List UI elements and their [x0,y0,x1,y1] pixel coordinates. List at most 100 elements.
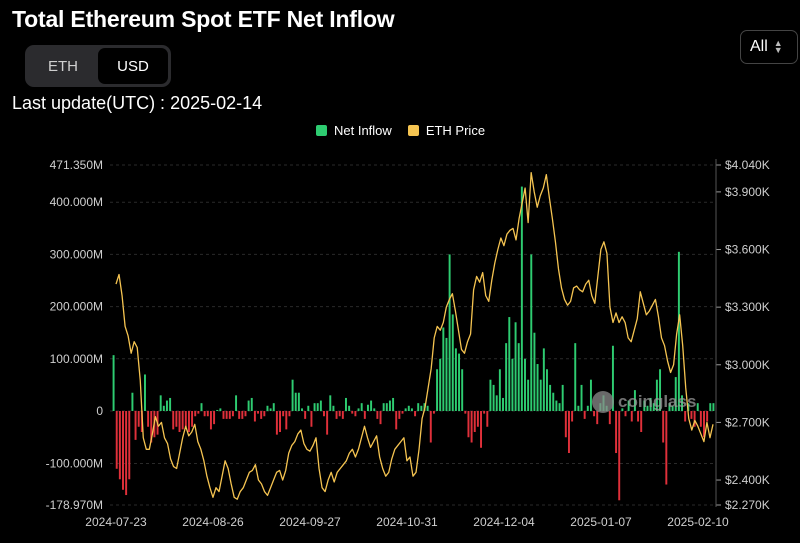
inflow-bar[interactable] [379,411,382,425]
inflow-bar[interactable] [388,400,391,411]
eth-price-line[interactable] [115,172,714,500]
inflow-bar[interactable] [480,411,482,448]
inflow-bar[interactable] [467,411,470,438]
inflow-bar[interactable] [373,408,376,411]
inflow-bar[interactable] [684,411,687,422]
inflow-bar[interactable] [247,400,250,411]
inflow-bar[interactable] [279,411,281,433]
inflow-bar[interactable] [150,411,153,443]
inflow-bar[interactable] [323,411,325,417]
inflow-bar[interactable] [260,411,263,419]
inflow-bar[interactable] [495,395,498,411]
inflow-bar[interactable] [184,411,187,427]
inflow-bar[interactable] [219,408,222,411]
inflow-bar[interactable] [442,327,445,412]
inflow-bar[interactable] [630,411,633,422]
inflow-bar[interactable] [191,411,194,427]
inflow-bar[interactable] [520,186,523,411]
inflow-bar[interactable] [502,397,504,411]
inflow-bar[interactable] [332,405,335,411]
inflow-bar[interactable] [294,392,297,411]
inflow-bar[interactable] [131,392,134,411]
inflow-bar[interactable] [574,343,577,411]
inflow-bar[interactable] [144,374,146,411]
inflow-bar[interactable] [448,254,451,411]
inflow-bar[interactable] [194,411,197,417]
inflow-bar[interactable] [498,369,501,411]
inflow-bar[interactable] [511,358,514,411]
inflow-bar[interactable] [272,403,275,411]
inflow-bar[interactable] [693,411,696,427]
inflow-bar[interactable] [366,404,369,411]
inflow-bar[interactable] [699,411,702,427]
inflow-bar[interactable] [643,400,646,411]
inflow-bar[interactable] [263,411,266,417]
inflow-bar[interactable] [589,379,592,411]
inflow-bar[interactable] [165,400,168,411]
inflow-bar[interactable] [169,397,172,411]
inflow-bar[interactable] [458,353,461,411]
inflow-bar[interactable] [404,408,407,411]
inflow-bar[interactable] [712,403,715,411]
inflow-bar[interactable] [241,411,244,419]
inflow-bar[interactable] [147,411,150,427]
inflow-bar[interactable] [197,411,200,414]
inflow-bar[interactable] [282,411,285,417]
inflow-bar[interactable] [222,411,225,419]
inflow-bar[interactable] [370,400,373,411]
inflow-bar[interactable] [555,400,558,411]
inflow-bar[interactable] [329,395,332,411]
inflow-bar[interactable] [285,411,288,430]
inflow-bar[interactable] [640,411,643,433]
inflow-bar[interactable] [530,254,533,411]
inflow-bar[interactable] [586,405,589,411]
inflow-bar[interactable] [652,403,655,411]
inflow-bar[interactable] [307,405,310,411]
inflow-bar[interactable] [118,411,121,480]
inflow-bar[interactable] [250,397,253,411]
time-range-select[interactable]: All ▲ ▼ [740,30,798,64]
inflow-bar[interactable] [429,411,432,443]
legend-item-eth-price[interactable]: ETH Price [407,123,485,138]
inflow-bar[interactable] [618,411,621,501]
inflow-bar[interactable] [338,411,341,417]
inflow-bar[interactable] [225,411,228,419]
inflow-bar[interactable] [125,411,128,496]
inflow-bar[interactable] [172,411,175,430]
inflow-bar[interactable] [470,411,473,443]
inflow-bar[interactable] [615,411,618,454]
inflow-bar[interactable] [571,411,574,422]
inflow-bar[interactable] [275,411,278,435]
inflow-bar[interactable] [301,408,303,411]
inflow-bar[interactable] [533,332,536,411]
inflow-bar[interactable] [451,314,454,411]
inflow-bar[interactable] [461,369,464,411]
inflow-bar[interactable] [627,400,630,411]
inflow-bar[interactable] [376,411,379,419]
inflow-bar[interactable] [696,403,699,411]
inflow-bar[interactable] [319,400,322,411]
inflow-bar[interactable] [608,411,611,425]
inflow-bar[interactable] [546,369,548,411]
inflow-bar[interactable] [341,411,344,419]
inflow-bar[interactable] [517,343,520,411]
inflow-bar[interactable] [115,411,118,469]
inflow-bar[interactable] [439,358,442,411]
inflow-bar[interactable] [385,403,388,411]
inflow-bar[interactable] [646,405,649,411]
inflow-bar[interactable] [593,411,596,417]
inflow-bar[interactable] [514,322,517,411]
inflow-bar[interactable] [269,408,272,411]
inflow-bar[interactable] [313,403,316,411]
inflow-bar[interactable] [662,411,665,443]
inflow-bar[interactable] [178,411,181,433]
inflow-bar[interactable] [357,408,360,411]
inflow-bar[interactable] [382,403,385,411]
inflow-bar[interactable] [549,384,552,411]
inflow-bar[interactable] [134,411,137,440]
inflow-bar[interactable] [257,411,260,414]
inflow-bar[interactable] [674,377,677,411]
inflow-bar[interactable] [489,379,492,411]
inflow-bar[interactable] [398,411,401,419]
inflow-bar[interactable] [175,411,178,427]
